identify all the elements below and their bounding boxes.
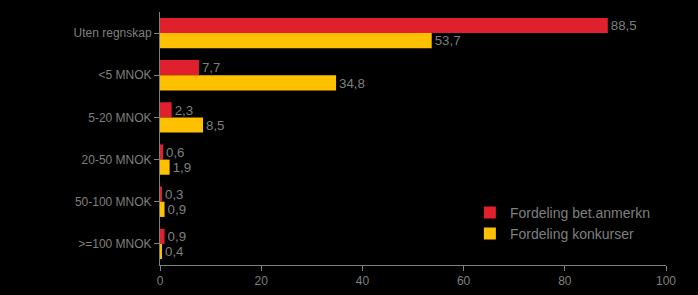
svg-text:53,7: 53,7 [435,33,461,48]
svg-text:8,5: 8,5 [206,118,224,133]
svg-text:<5 MNOK: <5 MNOK [99,68,152,82]
svg-text:20-50 MNOK: 20-50 MNOK [82,153,152,167]
svg-text:0,9: 0,9 [168,202,186,217]
svg-text:40: 40 [356,274,370,288]
svg-text:7,7: 7,7 [202,60,220,75]
svg-text:Fordeling bet.anmerkn: Fordeling bet.anmerkn [510,205,650,221]
svg-text:Fordeling konkurser: Fordeling konkurser [510,226,634,242]
svg-text:100: 100 [656,274,676,288]
svg-text:0,6: 0,6 [166,145,184,160]
svg-text:88,5: 88,5 [611,18,637,33]
svg-text:0: 0 [157,274,164,288]
svg-text:20: 20 [255,274,269,288]
svg-text:80: 80 [558,274,572,288]
svg-text:5-20 MNOK: 5-20 MNOK [88,111,151,125]
svg-text:0,9: 0,9 [168,229,186,244]
svg-text:1,9: 1,9 [173,160,191,175]
svg-text:2,3: 2,3 [175,103,193,118]
svg-text:60: 60 [457,274,471,288]
svg-text:>=100 MNOK: >=100 MNOK [78,237,151,251]
svg-text:50-100 MNOK: 50-100 MNOK [75,195,152,209]
svg-text:Uten regnskap: Uten regnskap [74,26,152,40]
svg-text:0,4: 0,4 [165,244,183,259]
svg-text:0,3: 0,3 [165,187,183,202]
svg-text:34,8: 34,8 [339,76,365,91]
